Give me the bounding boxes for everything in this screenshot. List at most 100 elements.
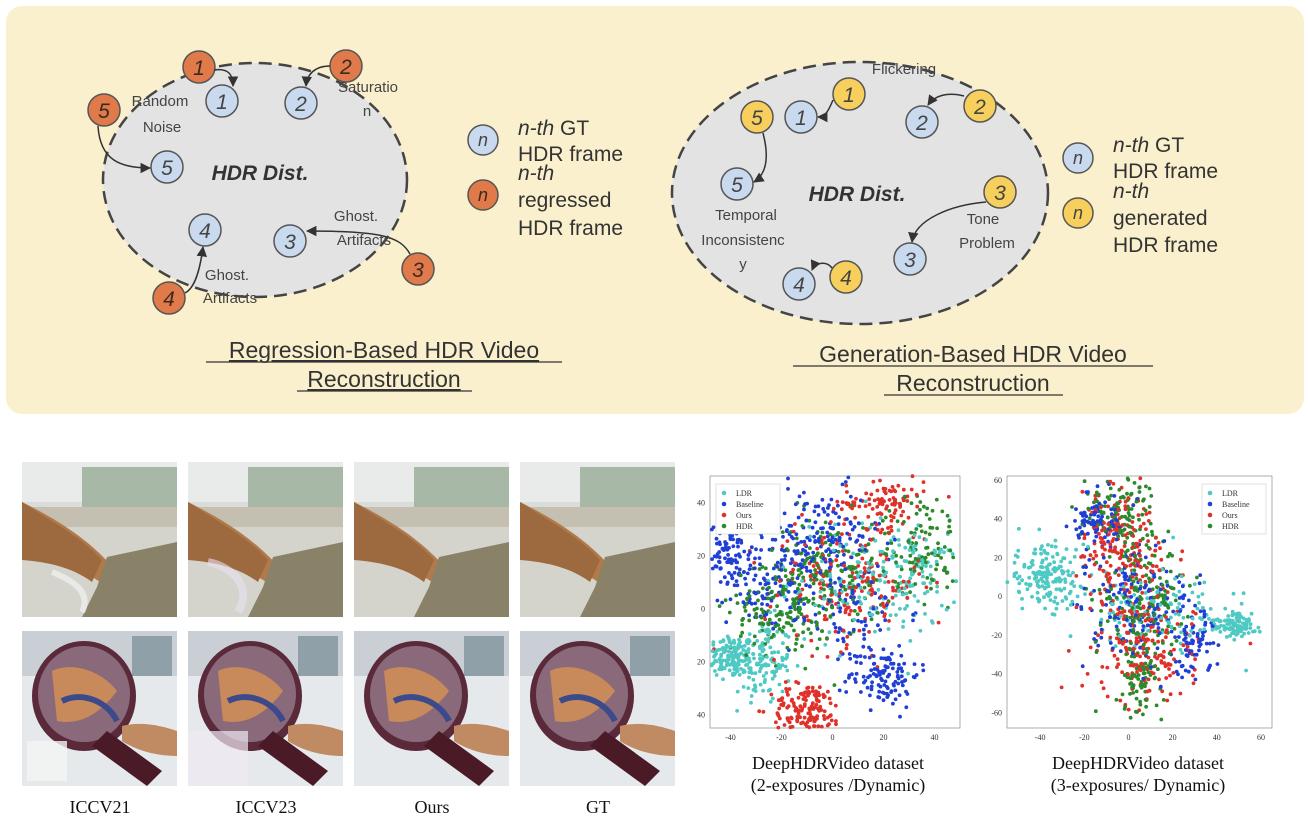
point-baseline: [815, 531, 819, 535]
point-hdr: [828, 543, 833, 547]
point-ldr: [758, 656, 762, 661]
point-ldr: [1033, 576, 1038, 580]
point-ours: [1168, 692, 1173, 697]
point-baseline: [757, 556, 762, 560]
point-baseline: [777, 575, 781, 579]
point-ldr: [1202, 627, 1207, 632]
point-ldr: [777, 682, 782, 687]
point-ldr: [1063, 580, 1068, 584]
point-baseline: [881, 698, 886, 703]
point-ours: [891, 588, 896, 593]
point-ours: [1115, 527, 1119, 532]
point-baseline: [792, 549, 797, 553]
point-hdr: [760, 565, 765, 569]
point-ldr: [1045, 573, 1049, 578]
point-hdr: [914, 527, 919, 531]
point-hdr: [1133, 585, 1137, 590]
point-ldr: [758, 646, 762, 651]
point-baseline: [1195, 632, 1200, 636]
point-ldr: [878, 516, 883, 520]
point-baseline: [722, 575, 727, 580]
point-hdr: [1141, 665, 1146, 670]
point-hdr: [1112, 515, 1117, 519]
point-hdr: [809, 631, 813, 636]
legend-marker-baseline: [1207, 501, 1213, 507]
point-baseline: [1104, 603, 1108, 607]
point-ldr: [807, 525, 812, 529]
point-hdr: [930, 578, 935, 583]
point-hdr: [913, 556, 918, 561]
point-baseline: [802, 602, 806, 606]
point-hdr: [1167, 651, 1172, 656]
point-baseline: [880, 678, 884, 683]
point-ldr: [752, 656, 756, 661]
point-ldr: [782, 595, 787, 599]
point-ours: [1121, 617, 1126, 621]
point-ldr: [768, 687, 772, 692]
point-ldr: [1179, 630, 1183, 635]
point-hdr: [883, 531, 887, 536]
point-ours: [842, 603, 847, 608]
point-ldr: [1074, 547, 1078, 552]
point-baseline: [800, 558, 805, 563]
point-hdr: [1121, 554, 1126, 559]
point-baseline: [713, 564, 718, 569]
point-hdr: [766, 622, 771, 627]
point-ours: [860, 589, 864, 593]
point-ours: [1079, 555, 1083, 559]
point-ours: [1124, 645, 1128, 650]
point-hdr: [919, 566, 924, 571]
point-baseline: [775, 564, 779, 569]
point-hdr: [823, 571, 827, 576]
point-ours: [1175, 622, 1180, 626]
point-ldr: [1037, 527, 1042, 532]
point-ldr: [768, 645, 773, 650]
point-hdr: [740, 622, 745, 627]
point-baseline: [893, 537, 897, 542]
point-ldr: [1035, 583, 1040, 587]
point-baseline: [727, 546, 731, 550]
point-hdr: [934, 567, 938, 572]
point-ours: [1191, 673, 1195, 678]
point-ours: [815, 698, 819, 703]
point-ldr: [751, 677, 756, 682]
point-ldr: [899, 564, 904, 569]
generation-title-1: Generation-Based HDR Video: [819, 341, 1127, 367]
point-ours: [763, 617, 767, 622]
point-baseline: [790, 557, 794, 562]
point-ours: [822, 535, 827, 540]
point-ldr: [781, 641, 785, 646]
point-baseline: [1149, 665, 1153, 669]
point-ldr: [736, 658, 741, 662]
chart2-caption-line2: (3-exposures/ Dynamic): [1050, 775, 1226, 795]
point-ours: [1106, 522, 1111, 526]
point-ours: [875, 505, 880, 509]
point-ours: [823, 613, 827, 618]
point-ours: [808, 574, 813, 579]
point-ldr: [1060, 571, 1065, 576]
point-baseline: [870, 680, 874, 685]
point-baseline: [847, 631, 852, 635]
point-hdr: [761, 610, 766, 615]
point-hdr: [807, 598, 811, 603]
point-baseline: [852, 525, 857, 529]
y-tick-label: -20: [991, 631, 1002, 640]
point-hdr: [759, 615, 764, 620]
point-ldr: [1039, 577, 1044, 581]
point-ours: [1151, 671, 1156, 676]
point-ldr: [1005, 580, 1010, 585]
point-ours: [890, 595, 895, 600]
point-ours: [872, 498, 877, 503]
chart1-caption: DeepHDRVideo dataset (2-exposures /Dynam…: [728, 752, 948, 796]
point-hdr: [1122, 673, 1127, 678]
point-ldr: [795, 664, 800, 668]
point-hdr: [1126, 659, 1131, 664]
svg-text:5: 5: [751, 107, 763, 130]
point-hdr: [1098, 623, 1103, 627]
point-baseline: [861, 674, 866, 679]
point-baseline: [771, 626, 776, 631]
point-ours: [819, 586, 823, 591]
point-baseline: [858, 654, 863, 658]
point-ours: [1146, 655, 1151, 660]
